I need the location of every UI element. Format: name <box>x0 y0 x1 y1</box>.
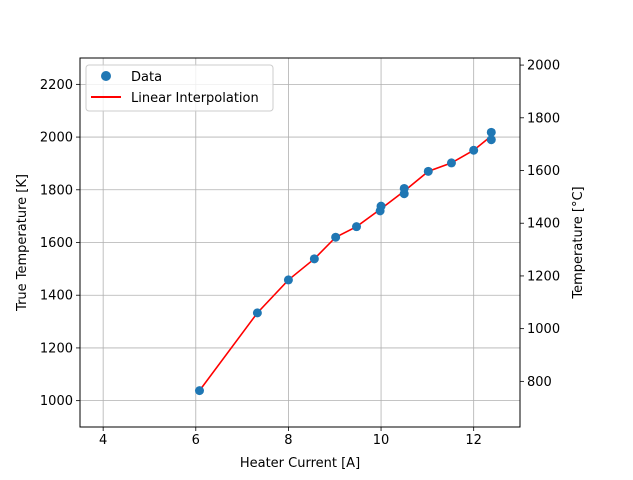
x-tick-label: 10 <box>373 433 390 448</box>
data-point <box>352 222 362 232</box>
y-axis-label-right: Temperature [°C] <box>571 186 586 299</box>
y-right-tick-label: 1200 <box>527 269 560 284</box>
legend: Data Linear Interpolation <box>85 64 274 112</box>
y-tick-label: 2200 <box>40 78 73 93</box>
y-right-tick-label: 1000 <box>527 322 560 337</box>
x-tick-label: 4 <box>99 433 107 448</box>
legend-marker-data <box>101 71 111 81</box>
y-tick-label: 1600 <box>40 236 73 251</box>
data-point <box>283 275 293 285</box>
data-point <box>331 232 341 242</box>
y-right-tick-label: 1800 <box>527 111 560 126</box>
legend-label-interpolation: Linear Interpolation <box>131 91 259 106</box>
legend-box <box>85 64 274 112</box>
data-point <box>399 183 409 193</box>
y-right-tick-label: 1400 <box>527 217 560 232</box>
x-tick-label: 6 <box>192 433 200 448</box>
y-axis-left: 1000 1200 1400 1600 1800 2000 2200 <box>40 78 80 409</box>
data-point <box>252 308 262 318</box>
data-point <box>446 158 456 168</box>
y-axis-right: 800 1000 1200 1400 1600 1800 2000 <box>520 59 560 390</box>
data-point <box>194 386 204 396</box>
y-tick-label: 2000 <box>40 131 73 146</box>
y-tick-label: 1200 <box>40 341 73 356</box>
x-axis-label: Heater Current [A] <box>240 456 360 471</box>
data-point <box>486 127 496 137</box>
y-right-tick-label: 2000 <box>527 59 560 74</box>
y-tick-label: 1800 <box>40 183 73 198</box>
y-right-tick-label: 800 <box>527 375 552 390</box>
x-tick-label: 12 <box>465 433 482 448</box>
y-right-tick-label: 1600 <box>527 164 560 179</box>
y-tick-label: 1000 <box>40 394 73 409</box>
point-layer <box>194 127 496 396</box>
y-tick-label: 1400 <box>40 289 73 304</box>
grid-layer <box>80 58 520 427</box>
data-point <box>423 166 433 176</box>
x-tick-label: 8 <box>284 433 292 448</box>
data-point <box>309 254 319 264</box>
data-point <box>469 145 479 155</box>
data-point <box>486 135 496 145</box>
legend-label-data: Data <box>131 70 162 85</box>
y-axis-label: True Temperature [K] <box>15 174 30 312</box>
data-point <box>376 201 386 211</box>
x-axis: 4 6 8 10 12 <box>99 427 482 448</box>
